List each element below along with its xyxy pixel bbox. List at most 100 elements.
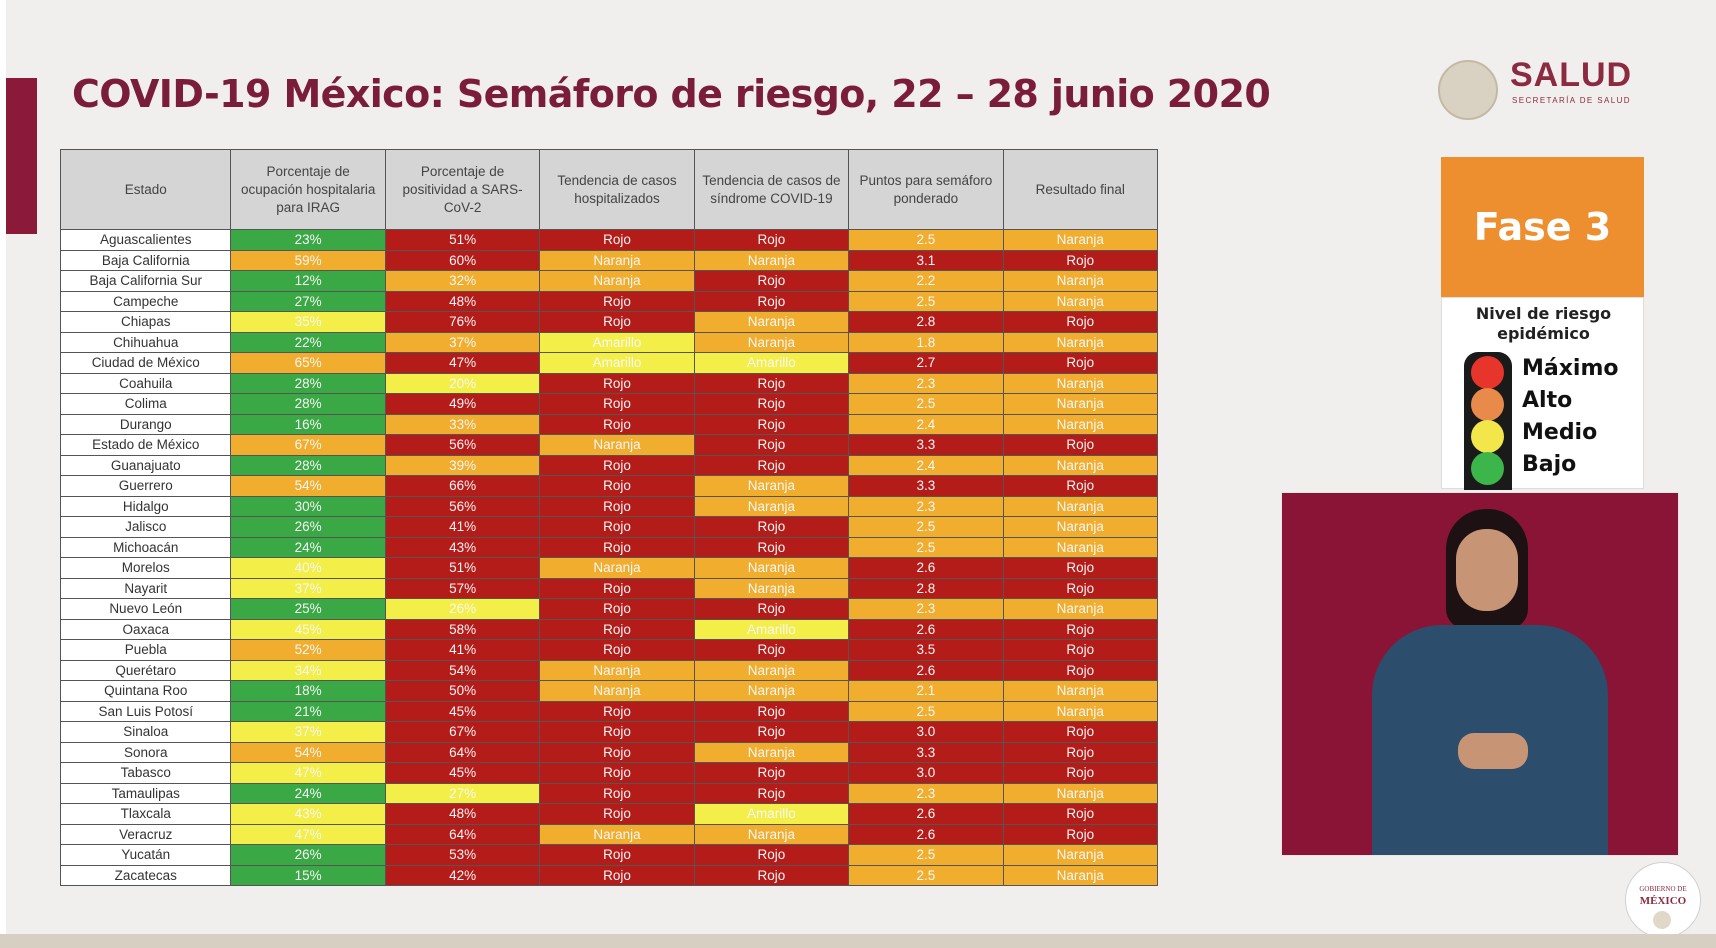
resultado-cell: Naranja (1002, 495, 1159, 517)
resultado-cell: Naranja (1002, 454, 1159, 476)
positividad-cell: 76% (384, 311, 541, 333)
tendencia-sindrome-cell: Naranja (693, 577, 850, 599)
ocupacion-cell: 27% (230, 290, 386, 312)
tendencia-hospitalizados-cell: Rojo (539, 700, 695, 722)
positividad-cell: 56% (384, 495, 541, 517)
puntos-cell: 2.6 (848, 823, 1004, 845)
table-row: Tamaulipas 24% 27% Rojo Rojo 2.3 Naranja (59, 782, 1159, 804)
sign-language-video (1281, 492, 1679, 856)
resultado-cell: Rojo (1002, 762, 1159, 784)
positividad-cell: 43% (384, 536, 541, 558)
table-row: Michoacán 24% 43% Rojo Rojo 2.5 Naranja (59, 536, 1159, 558)
table-row: San Luis Potosí 21% 45% Rojo Rojo 2.5 Naranja (59, 700, 1159, 722)
state-cell: Nayarit (59, 577, 232, 599)
resultado-cell: Naranja (1002, 680, 1159, 702)
tendencia-hospitalizados-cell: Naranja (539, 270, 695, 292)
positividad-cell: 53% (384, 844, 541, 866)
resultado-cell: Rojo (1002, 639, 1159, 661)
puntos-cell: 2.5 (848, 290, 1004, 312)
state-cell: Chiapas (59, 311, 232, 333)
tendencia-sindrome-cell: Amarillo (693, 618, 850, 640)
puntos-cell: 3.1 (848, 249, 1004, 271)
puntos-cell: 2.3 (848, 372, 1004, 394)
tendencia-sindrome-cell: Naranja (693, 495, 850, 517)
positividad-cell: 48% (384, 803, 541, 825)
tendencia-hospitalizados-cell: Rojo (539, 475, 695, 497)
tendencia-hospitalizados-cell: Rojo (539, 290, 695, 312)
table-row: Sonora 54% 64% Rojo Naranja 3.3 Rojo (59, 741, 1159, 763)
resultado-cell: Rojo (1002, 803, 1159, 825)
resultado-cell: Naranja (1002, 700, 1159, 722)
ocupacion-cell: 40% (230, 557, 386, 579)
tendencia-sindrome-cell: Rojo (693, 762, 850, 784)
header-tendencia-sindrome: Tendencia de casos de síndrome COVID-19 (693, 149, 850, 230)
tendencia-hospitalizados-cell: Rojo (539, 229, 695, 251)
level-alto-label: Alto (1522, 388, 1573, 413)
puntos-cell: 3.0 (848, 721, 1004, 743)
table-row: Baja California 59% 60% Naranja Naranja 3.1 Ro… (59, 249, 1159, 271)
state-cell: Coahuila (59, 372, 232, 394)
ocupacion-cell: 26% (230, 516, 386, 538)
tendencia-sindrome-cell: Naranja (693, 823, 850, 845)
resultado-cell: Naranja (1002, 290, 1159, 312)
resultado-cell: Rojo (1002, 249, 1159, 271)
table-body: Aguascalientes 23% 51% Rojo Rojo 2.5 Naranja Ba… (59, 229, 1159, 886)
resultado-cell: Rojo (1002, 311, 1159, 333)
state-cell: San Luis Potosí (59, 700, 232, 722)
ocupacion-cell: 22% (230, 331, 386, 353)
puntos-cell: 2.4 (848, 454, 1004, 476)
ocupacion-cell: 15% (230, 864, 386, 886)
table-row: Jalisco 26% 41% Rojo Rojo 2.5 Naranja (59, 516, 1159, 538)
state-cell: Guerrero (59, 475, 232, 497)
puntos-cell: 3.3 (848, 434, 1004, 456)
tendencia-hospitalizados-cell: Naranja (539, 249, 695, 271)
table-row: Puebla 52% 41% Rojo Rojo 3.5 Rojo (59, 639, 1159, 661)
tendencia-hospitalizados-cell: Rojo (539, 372, 695, 394)
state-cell: Baja California Sur (59, 270, 232, 292)
table-row: Tlaxcala 43% 48% Rojo Amarillo 2.6 Rojo (59, 803, 1159, 825)
state-cell: Baja California (59, 249, 232, 271)
tendencia-hospitalizados-cell: Rojo (539, 721, 695, 743)
table-row: Chihuahua 22% 37% Amarillo Naranja 1.8 Naranja (59, 331, 1159, 353)
tendencia-hospitalizados-cell: Rojo (539, 577, 695, 599)
puntos-cell: 2.7 (848, 352, 1004, 374)
ocupacion-cell: 21% (230, 700, 386, 722)
tendencia-hospitalizados-cell: Rojo (539, 311, 695, 333)
tendencia-hospitalizados-cell: Rojo (539, 495, 695, 517)
tendencia-sindrome-cell: Naranja (693, 659, 850, 681)
gob-line1: GOBIERNO DE (1639, 885, 1687, 893)
puntos-cell: 2.5 (848, 229, 1004, 251)
table-row: Colima 28% 49% Rojo Rojo 2.5 Naranja (59, 393, 1159, 415)
ocupacion-cell: 18% (230, 680, 386, 702)
footer-strip (0, 934, 1716, 948)
tendencia-hospitalizados-cell: Amarillo (539, 331, 695, 353)
logo-text: SALUD (1510, 56, 1633, 94)
tendencia-hospitalizados-cell: Rojo (539, 454, 695, 476)
positividad-cell: 32% (384, 270, 541, 292)
positividad-cell: 54% (384, 659, 541, 681)
tendencia-sindrome-cell: Rojo (693, 372, 850, 394)
tendencia-hospitalizados-cell: Rojo (539, 741, 695, 763)
interpreter-hands (1458, 733, 1528, 769)
puntos-cell: 2.5 (848, 864, 1004, 886)
puntos-cell: 3.3 (848, 741, 1004, 763)
risk-table: Estado Porcentaje de ocupación hospitala… (59, 149, 1159, 886)
puntos-cell: 2.6 (848, 557, 1004, 579)
positividad-cell: 58% (384, 618, 541, 640)
positividad-cell: 64% (384, 741, 541, 763)
ocupacion-cell: 26% (230, 844, 386, 866)
resultado-cell: Naranja (1002, 270, 1159, 292)
ocupacion-cell: 16% (230, 413, 386, 435)
ocupacion-cell: 67% (230, 434, 386, 456)
puntos-cell: 2.3 (848, 598, 1004, 620)
positividad-cell: 48% (384, 290, 541, 312)
ocupacion-cell: 45% (230, 618, 386, 640)
state-cell: Durango (59, 413, 232, 435)
light-bajo-icon (1471, 452, 1504, 485)
state-cell: Zacatecas (59, 864, 232, 886)
positividad-cell: 51% (384, 229, 541, 251)
positividad-cell: 41% (384, 639, 541, 661)
table-row: Baja California Sur 12% 32% Naranja Rojo 2.2 N… (59, 270, 1159, 292)
tendencia-hospitalizados-cell: Naranja (539, 557, 695, 579)
tendencia-sindrome-cell: Rojo (693, 782, 850, 804)
